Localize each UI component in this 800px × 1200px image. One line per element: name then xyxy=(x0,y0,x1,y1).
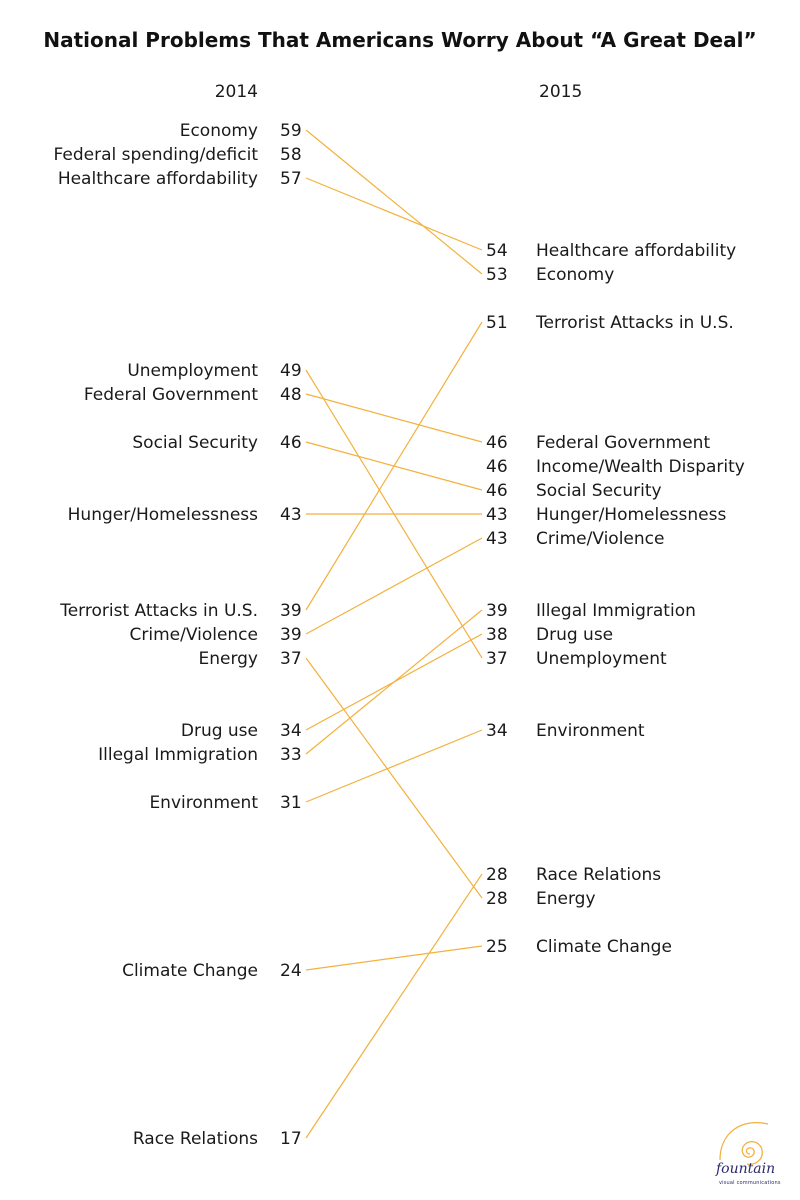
connector-economy xyxy=(305,129,483,275)
right-label-energy: Energy xyxy=(536,889,596,909)
left-value-economy: 59 xyxy=(280,121,302,141)
left-label-unemployment: Unemployment xyxy=(127,361,258,381)
year-header-left: 2014 xyxy=(215,82,258,102)
left-value-illegal-immigration: 33 xyxy=(280,745,302,765)
right-label-crime-violence: Crime/Violence xyxy=(536,529,664,549)
left-label-hunger-homelessness: Hunger/Homelessness xyxy=(68,505,258,525)
left-value-terrorist-attacks-in-u-s: 39 xyxy=(280,601,302,621)
connector-climate-change xyxy=(305,945,483,971)
right-value-drug-use: 38 xyxy=(486,625,508,645)
right-value-federal-government: 46 xyxy=(486,433,508,453)
right-value-environment: 34 xyxy=(486,721,508,741)
left-label-energy: Energy xyxy=(198,649,258,669)
right-label-hunger-homelessness: Hunger/Homelessness xyxy=(536,505,726,525)
left-label-federal-government: Federal Government xyxy=(84,385,258,405)
right-value-climate-change: 25 xyxy=(486,937,508,957)
left-value-crime-violence: 39 xyxy=(280,625,302,645)
right-label-unemployment: Unemployment xyxy=(536,649,667,669)
left-value-social-security: 46 xyxy=(280,433,302,453)
left-label-drug-use: Drug use xyxy=(181,721,258,741)
left-value-energy: 37 xyxy=(280,649,302,669)
left-label-race-relations: Race Relations xyxy=(133,1129,258,1149)
right-label-drug-use: Drug use xyxy=(536,625,613,645)
connector-healthcare-affordability xyxy=(305,177,483,251)
left-label-economy: Economy xyxy=(180,121,258,141)
right-label-healthcare-affordability: Healthcare affordability xyxy=(536,241,736,261)
left-value-healthcare-affordability: 57 xyxy=(280,169,302,189)
connector-drug-use xyxy=(305,633,483,731)
right-label-federal-government: Federal Government xyxy=(536,433,710,453)
right-label-income-wealth-disparity: Income/Wealth Disparity xyxy=(536,457,745,477)
left-value-drug-use: 34 xyxy=(280,721,302,741)
logo-tagline: visual communications xyxy=(719,1180,781,1186)
left-label-social-security: Social Security xyxy=(132,433,258,453)
right-value-income-wealth-disparity: 46 xyxy=(486,457,508,477)
right-label-terrorist-attacks-in-u-s: Terrorist Attacks in U.S. xyxy=(535,313,734,333)
connector-race-relations xyxy=(305,873,483,1139)
logo-wordmark: fountain xyxy=(716,1161,776,1177)
left-value-climate-change: 24 xyxy=(280,961,302,981)
connector-energy xyxy=(305,657,483,899)
right-value-race-relations: 28 xyxy=(486,865,508,885)
right-label-economy: Economy xyxy=(536,265,614,285)
left-label-terrorist-attacks-in-u-s: Terrorist Attacks in U.S. xyxy=(59,601,258,621)
fountain-logo-icon xyxy=(719,1122,769,1166)
year-header-right: 2015 xyxy=(539,82,582,102)
right-value-hunger-homelessness: 43 xyxy=(486,505,508,525)
right-label-illegal-immigration: Illegal Immigration xyxy=(536,601,696,621)
right-value-unemployment: 37 xyxy=(486,649,508,669)
left-label-healthcare-affordability: Healthcare affordability xyxy=(58,169,258,189)
chart-title: National Problems That Americans Worry A… xyxy=(43,28,757,52)
left-label-federal-spending-deficit: Federal spending/deficit xyxy=(54,145,259,165)
right-value-energy: 28 xyxy=(486,889,508,909)
right-label-social-security: Social Security xyxy=(536,481,662,501)
left-value-environment: 31 xyxy=(280,793,302,813)
connector-environment xyxy=(305,729,483,803)
right-value-healthcare-affordability: 54 xyxy=(486,241,508,261)
left-value-federal-government: 48 xyxy=(280,385,302,405)
right-label-climate-change: Climate Change xyxy=(536,937,672,957)
left-label-environment: Environment xyxy=(149,793,258,813)
left-value-federal-spending-deficit: 58 xyxy=(280,145,302,165)
left-value-unemployment: 49 xyxy=(280,361,302,381)
right-value-crime-violence: 43 xyxy=(486,529,508,549)
right-value-illegal-immigration: 39 xyxy=(486,601,508,621)
right-value-economy: 53 xyxy=(486,265,508,285)
connector-crime-violence xyxy=(305,537,483,635)
right-label-environment: Environment xyxy=(536,721,645,741)
left-value-race-relations: 17 xyxy=(280,1129,302,1149)
right-value-terrorist-attacks-in-u-s: 51 xyxy=(486,313,508,333)
left-value-hunger-homelessness: 43 xyxy=(280,505,302,525)
connector-federal-government xyxy=(305,393,483,443)
left-label-crime-violence: Crime/Violence xyxy=(130,625,258,645)
left-label-illegal-immigration: Illegal Immigration xyxy=(98,745,258,765)
right-value-social-security: 46 xyxy=(486,481,508,501)
left-label-climate-change: Climate Change xyxy=(122,961,258,981)
connector-social-security xyxy=(305,441,483,491)
right-label-race-relations: Race Relations xyxy=(536,865,661,885)
